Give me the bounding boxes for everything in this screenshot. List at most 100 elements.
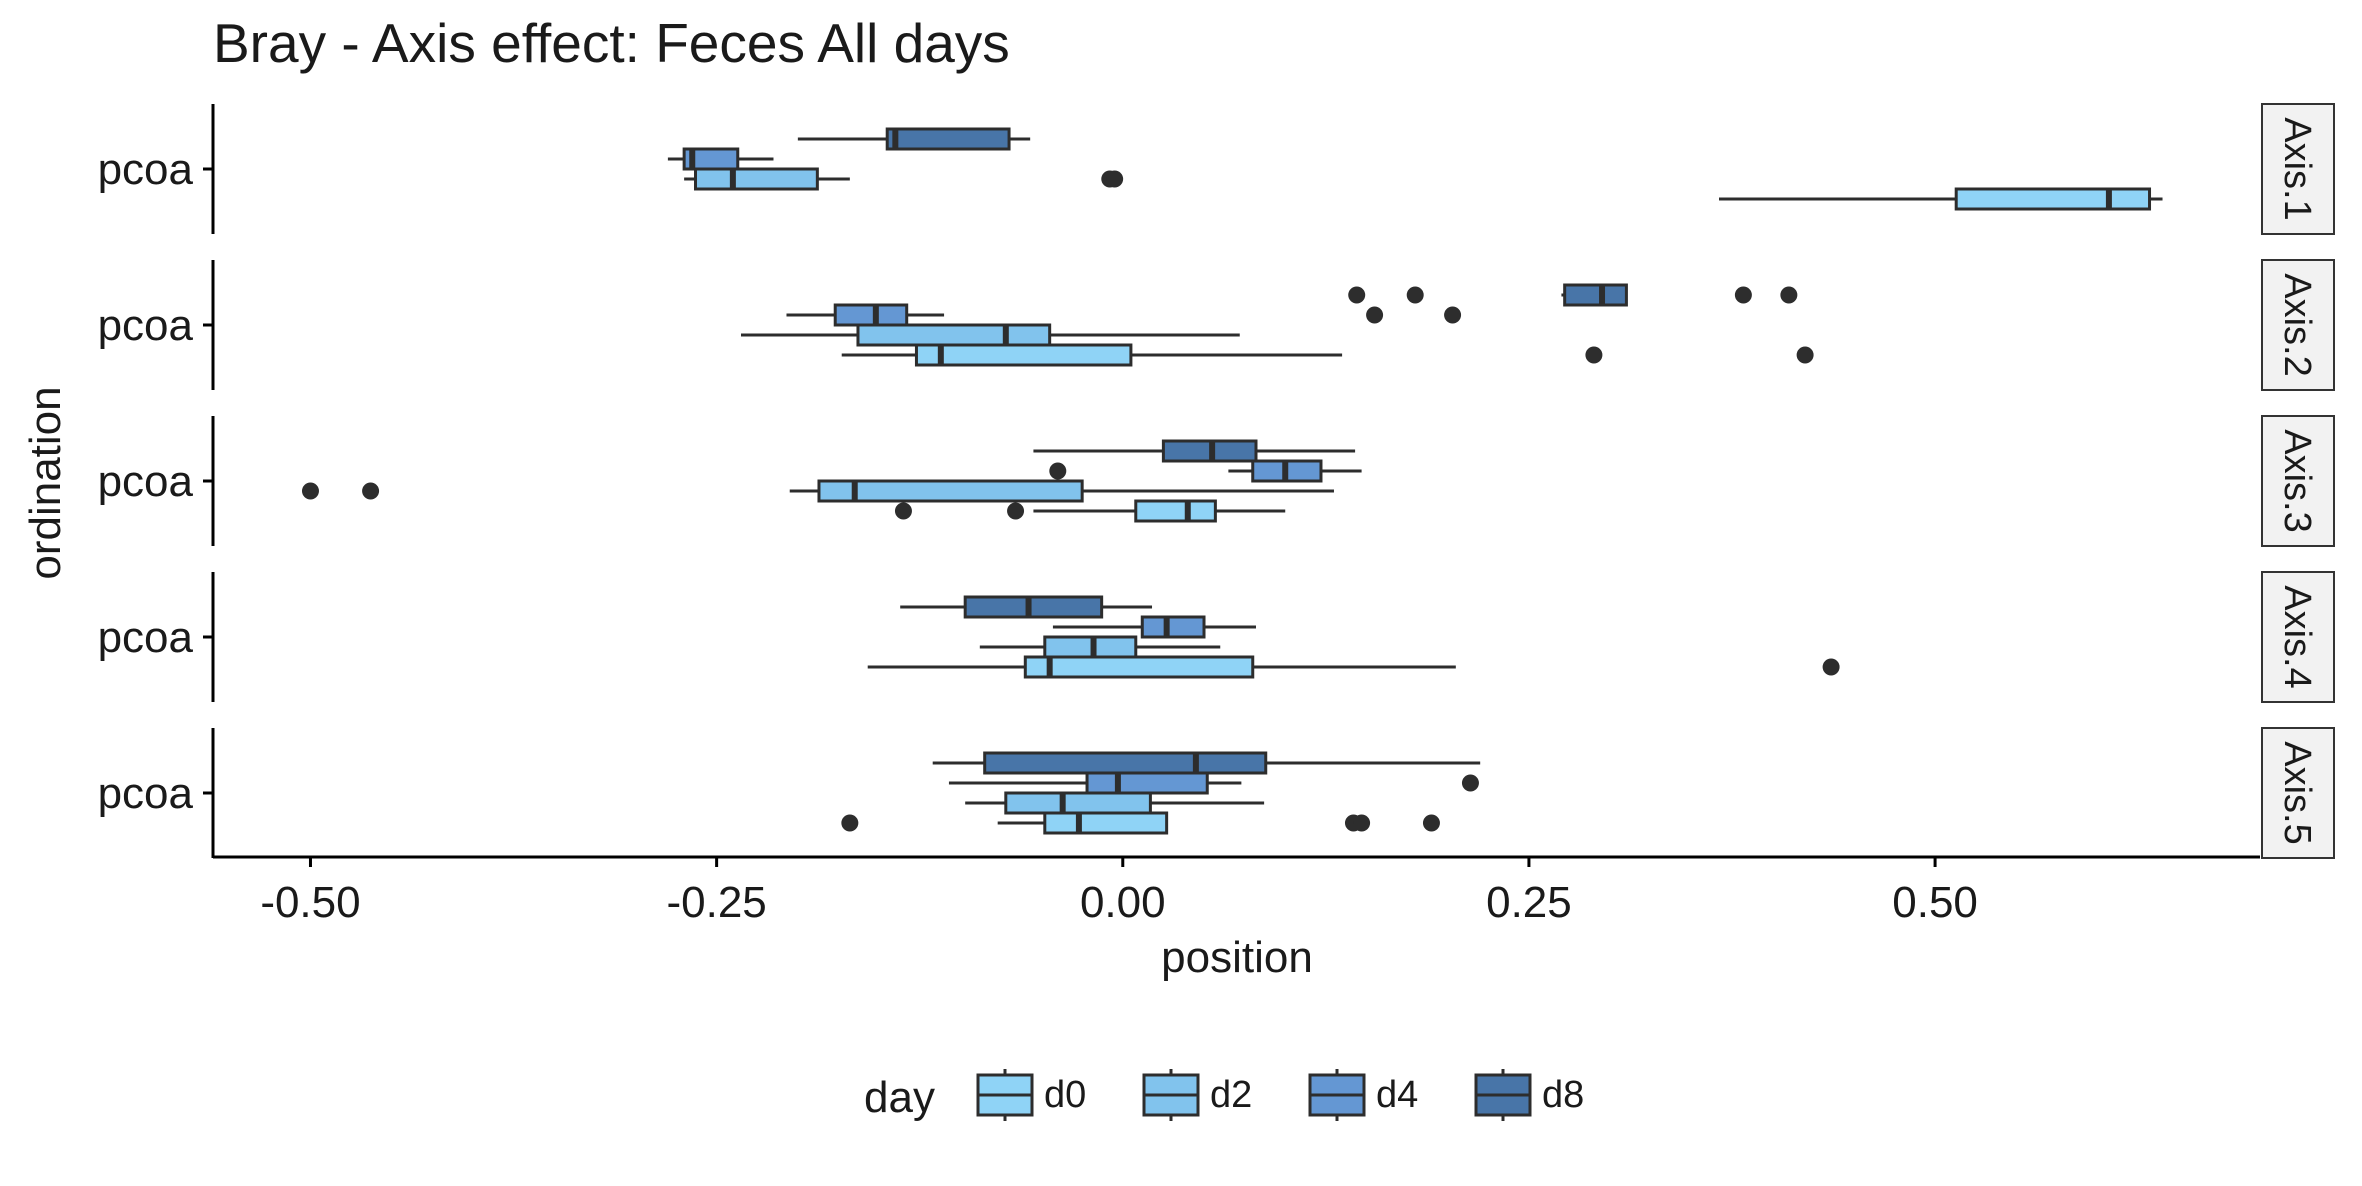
legend-item-d2: d2: [1142, 1069, 1252, 1121]
x-tick-label: 0.25: [1486, 878, 1572, 927]
box-d0: [1719, 187, 2163, 211]
chart-title: Bray - Axis effect: Feces All days: [213, 12, 1010, 74]
box-d4: [786, 303, 1462, 327]
box-d0: [867, 655, 1840, 679]
box-d4: [1049, 459, 1362, 483]
outlier-point: [1444, 306, 1462, 324]
y-tick-label: pcoa: [98, 769, 194, 818]
legend-item-d8: d8: [1474, 1069, 1584, 1121]
outlier-point: [301, 482, 319, 500]
legend-item-d0: d0: [976, 1069, 1086, 1121]
box-iqr: [885, 127, 1011, 151]
outlier-point: [1796, 346, 1814, 364]
x-axis-label: position: [1161, 933, 1313, 982]
legend-label: d2: [1210, 1074, 1252, 1116]
facet-strip-box: [2261, 727, 2335, 859]
outlier-point: [1780, 286, 1798, 304]
facet-strip-label: Axis.3: [2276, 429, 2318, 532]
box-iqr: [1043, 811, 1169, 835]
box-iqr: [914, 343, 1133, 367]
outlier-point: [1007, 502, 1025, 520]
box-d8: [932, 751, 1481, 775]
box-iqr: [1563, 283, 1628, 307]
outlier-point: [841, 814, 859, 832]
y-tick-label: pcoa: [98, 613, 194, 662]
facet-strip-box: [2261, 103, 2335, 235]
x-tick-label: 0.50: [1892, 878, 1978, 927]
box-iqr: [833, 303, 909, 327]
facet-strip-box: [2261, 571, 2335, 703]
panel-axis-1: pcoa Axis.1: [98, 103, 2335, 235]
y-tick-label: pcoa: [98, 457, 194, 506]
box-iqr: [1085, 771, 1209, 795]
box-d0: [894, 499, 1286, 523]
panels-layer: pcoa Axis.1 pcoa Axis.2 pcoa Axis.3 pcoa Axis.4…: [98, 103, 2335, 859]
y-tick-label: pcoa: [98, 145, 194, 194]
box-iqr: [1954, 187, 2152, 211]
facet-strip-label: Axis.2: [2276, 273, 2318, 376]
box-d2: [301, 479, 1334, 503]
box-iqr: [1023, 655, 1255, 679]
outlier-point: [1585, 346, 1603, 364]
box-d8: [1033, 439, 1356, 463]
panel-axis-2: pcoa Axis.2: [98, 259, 2335, 391]
facet-strip-label: Axis.1: [2276, 117, 2318, 220]
outlier-point: [362, 482, 380, 500]
outlier-point: [1049, 462, 1067, 480]
legend-items: d0 d2 d4 d8: [976, 1069, 1584, 1121]
box-iqr: [1043, 635, 1138, 659]
box-iqr: [817, 479, 1084, 503]
legend-label: d4: [1376, 1074, 1418, 1116]
facet-strip-label: Axis.5: [2276, 741, 2318, 844]
x-axis: -0.50 -0.25 0.00 0.25 0.50: [213, 855, 2260, 927]
outlier-point: [1422, 814, 1440, 832]
outlier-point: [1348, 286, 1366, 304]
box-iqr: [1140, 615, 1206, 639]
outlier-point: [894, 502, 912, 520]
box-d4: [948, 771, 1479, 795]
outlier-point: [1734, 286, 1752, 304]
y-tick-label: pcoa: [98, 301, 194, 350]
facet-strip: Axis.3: [2261, 415, 2335, 547]
facet-strip-box: [2261, 415, 2335, 547]
box-d8: [797, 127, 1031, 151]
facet-strip: Axis.5: [2261, 727, 2335, 859]
box-d2: [965, 791, 1265, 815]
y-axis-label: ordination: [21, 386, 70, 579]
outlier-point: [1106, 170, 1124, 188]
legend-label: d8: [1542, 1074, 1584, 1116]
legend-item-d4: d4: [1308, 1069, 1418, 1121]
facet-strip: Axis.1: [2261, 103, 2335, 235]
facet-strip-box: [2261, 259, 2335, 391]
box-d2: [684, 167, 1124, 191]
outlier-point: [1822, 658, 1840, 676]
box-d2: [740, 323, 1240, 347]
box-d4: [667, 147, 774, 171]
box-iqr: [983, 751, 1268, 775]
facet-strip: Axis.2: [2261, 259, 2335, 391]
facet-strip-label: Axis.4: [2276, 585, 2318, 688]
panel-axis-3: pcoa Axis.3: [98, 415, 2335, 547]
box-d8: [1348, 283, 1798, 307]
box-iqr: [856, 323, 1052, 347]
outlier-point: [1353, 814, 1371, 832]
box-iqr: [694, 167, 819, 191]
legend-label: d0: [1044, 1074, 1086, 1116]
box-iqr: [963, 595, 1104, 619]
panel-axis-5: pcoa Axis.5: [98, 727, 2335, 859]
outlier-point: [1406, 286, 1424, 304]
outlier-point: [1366, 306, 1384, 324]
box-iqr: [1004, 791, 1152, 815]
panel-axis-4: pcoa Axis.4: [98, 571, 2335, 703]
x-tick-label: -0.25: [666, 878, 766, 927]
box-iqr: [1134, 499, 1217, 523]
box-d4: [1052, 615, 1256, 639]
legend-title: day: [864, 1073, 935, 1122]
x-tick-label: -0.50: [260, 878, 360, 927]
outlier-point: [1461, 774, 1479, 792]
box-d0: [841, 811, 1440, 835]
x-tick-label: 0.00: [1080, 878, 1166, 927]
box-d0: [841, 343, 1814, 367]
legend: day d0 d2 d4 d8: [864, 1069, 1584, 1122]
